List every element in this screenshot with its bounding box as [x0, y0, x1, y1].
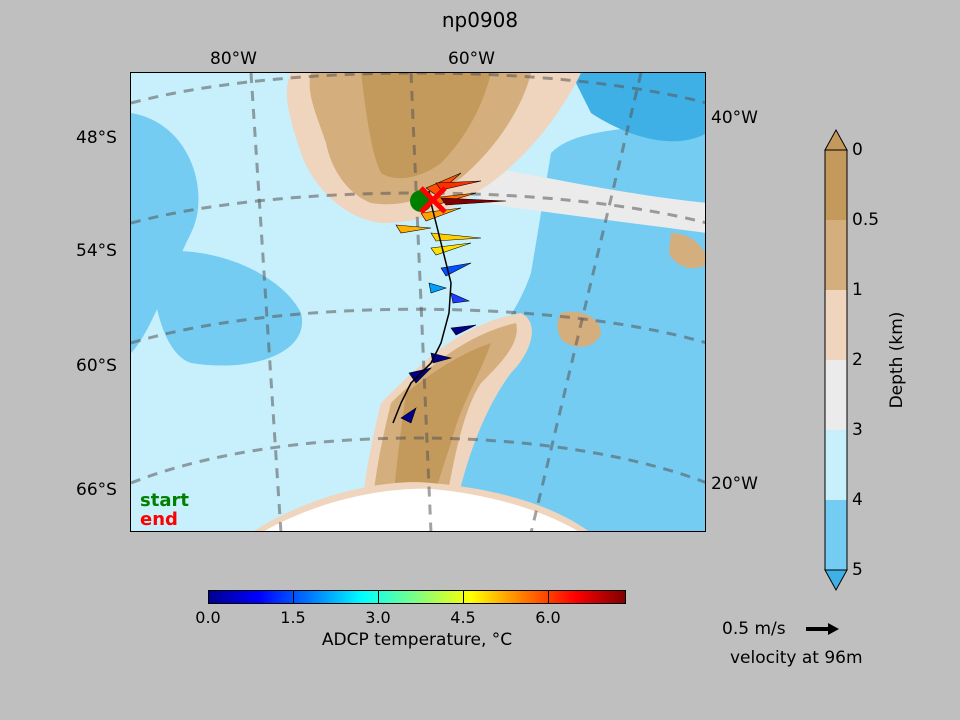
legend-start: start — [140, 490, 189, 511]
lon-label-20w: 20°W — [711, 474, 758, 494]
depth-tick: 5 — [852, 560, 863, 580]
ship-track — [392, 190, 452, 424]
legend-end: end — [140, 509, 178, 530]
velocity-key-arrow-icon — [806, 623, 839, 635]
temp-tick: 3.0 — [365, 608, 391, 627]
velocity-arrow — [440, 197, 507, 206]
lat-label-60s: 60°S — [76, 356, 117, 376]
temp-tick: 1.5 — [280, 608, 306, 627]
depth-band — [825, 500, 847, 570]
depth-band — [825, 150, 847, 220]
depth-tick: 2 — [852, 350, 863, 370]
velocity-arrow — [430, 242, 472, 256]
velocity-arrow — [430, 352, 453, 364]
depth-colorbar-top-arrow — [824, 128, 848, 151]
grid-parallel — [131, 436, 705, 485]
depth-tick: 4 — [852, 490, 863, 510]
velocity-arrow — [450, 324, 477, 336]
depth-band — [825, 360, 847, 430]
lon-label-60w: 60°W — [448, 49, 495, 69]
map-panel — [130, 72, 706, 532]
temp-tick: 0.0 — [195, 608, 221, 627]
depth-tick: 0.5 — [852, 210, 880, 230]
colorbar-divider — [463, 591, 464, 603]
velocity-arrows — [395, 172, 507, 424]
ocean-deep-west — [131, 113, 199, 353]
grid-parallel — [131, 307, 705, 345]
temp-colorbar-label: ADCP temperature, °C — [321, 630, 513, 650]
colorbar-divider — [378, 591, 379, 603]
lat-label-66s: 66°S — [76, 480, 117, 500]
colorbar-divider — [548, 591, 549, 603]
depth-band — [825, 220, 847, 290]
velocity-arrow — [435, 180, 482, 191]
depth-colorbar-bottom-arrow — [824, 569, 848, 592]
end-marker — [419, 186, 447, 214]
south-georgia — [669, 233, 705, 269]
temp-tick: 6.0 — [535, 608, 561, 627]
depth-tick: 3 — [852, 420, 863, 440]
velocity-arrow — [450, 292, 471, 304]
lat-label-54s: 54°S — [76, 241, 117, 261]
depth-colorbar — [824, 128, 848, 592]
grid-meridian — [529, 73, 643, 531]
temp-tick: 4.5 — [450, 608, 476, 627]
depth-colorbar-label: Depth (km) — [887, 311, 907, 409]
map-title: np0908 — [441, 8, 519, 32]
grid-meridian — [409, 73, 433, 531]
lon-label-80w: 80°W — [210, 49, 257, 69]
velocity-key-depth: velocity at 96m — [730, 648, 863, 668]
velocity-key-arrow-shape — [806, 623, 839, 635]
grid-parallel — [131, 73, 705, 105]
velocity-arrow — [400, 407, 417, 424]
sa-land — [361, 73, 491, 179]
antarctic-ice — [264, 488, 578, 531]
south-orkney — [557, 311, 601, 347]
lat-label-48s: 48°S — [76, 128, 117, 148]
velocity-arrow — [430, 232, 482, 242]
velocity-key-speed: 0.5 m/s — [722, 619, 786, 639]
depth-band — [825, 430, 847, 500]
colorbar-divider — [293, 591, 294, 603]
grid-meridian — [249, 73, 283, 531]
temperature-colorbar — [208, 590, 626, 604]
bathymetry-map — [131, 73, 705, 531]
ocean-deepest-ne — [571, 73, 705, 142]
end-marker-stroke — [419, 186, 447, 214]
lon-label-40w: 40°W — [711, 108, 758, 128]
depth-tick: 1 — [852, 280, 863, 300]
velocity-arrow — [428, 282, 448, 294]
velocity-arrow — [395, 224, 432, 234]
depth-tick: 0 — [852, 140, 863, 160]
depth-band — [825, 290, 847, 360]
ocean-deep-weddell — [531, 350, 705, 531]
scotia-ridge — [461, 163, 705, 233]
